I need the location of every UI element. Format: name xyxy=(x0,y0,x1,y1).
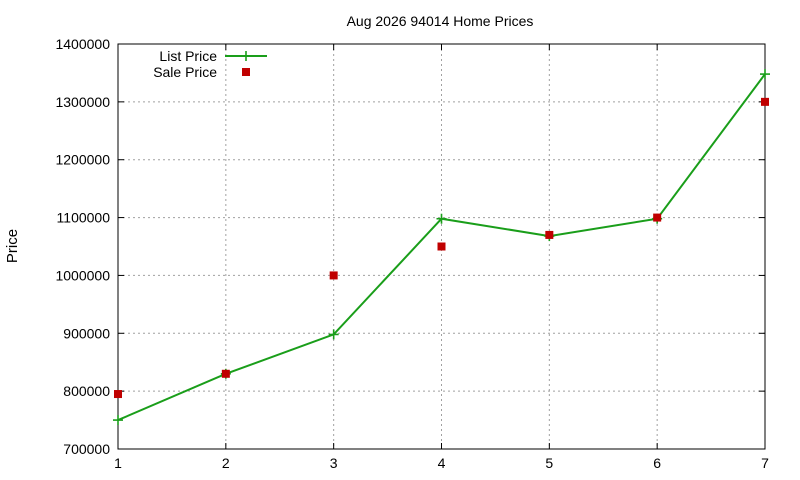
y-tick-label: 1000000 xyxy=(55,267,110,283)
axis-ticks: 700000 800000 900000 1000000 1100000 1200000 1… xyxy=(55,36,769,471)
x-tick-label: 6 xyxy=(653,455,661,471)
list-price-legend-label: List Price xyxy=(159,48,217,64)
list-price-point xyxy=(328,329,339,340)
x-tick-label: 1 xyxy=(114,455,122,471)
chart-title: Aug 2026 94014 Home Prices xyxy=(347,13,534,29)
sale-price-point xyxy=(761,97,769,106)
plot-frame xyxy=(117,43,766,450)
sale-price-point xyxy=(653,213,662,222)
sale-price-point xyxy=(437,242,446,251)
x-tick-label: 2 xyxy=(222,455,230,471)
sale-price-point xyxy=(114,390,122,399)
y-tick-label: 1200000 xyxy=(55,152,110,168)
y-tick-label: 700000 xyxy=(63,441,110,457)
x-tick-label: 3 xyxy=(330,455,338,471)
y-axis-label: Price xyxy=(4,229,21,263)
sale-price-point xyxy=(545,230,554,239)
sale-price-legend-marker xyxy=(242,68,250,76)
list-price-point xyxy=(436,213,447,224)
sale-price-point xyxy=(329,271,338,280)
series xyxy=(113,69,770,426)
x-tick-label: 4 xyxy=(438,455,446,471)
y-tick-label: 1400000 xyxy=(55,36,110,52)
y-tick-label: 1300000 xyxy=(55,94,110,110)
y-tick-label: 800000 xyxy=(63,383,110,399)
list-price-point xyxy=(760,69,770,80)
y-tick-label: 900000 xyxy=(63,325,110,341)
list-price-point xyxy=(113,415,123,426)
x-tick-label: 7 xyxy=(761,455,769,471)
y-tick-label: 1100000 xyxy=(57,210,111,226)
x-tick-label: 5 xyxy=(545,455,553,471)
sale-price-point xyxy=(221,369,230,378)
sale-price-series xyxy=(114,97,769,399)
list-price-legend-marker xyxy=(241,51,251,61)
sale-price-legend-label: Sale Price xyxy=(153,64,217,80)
